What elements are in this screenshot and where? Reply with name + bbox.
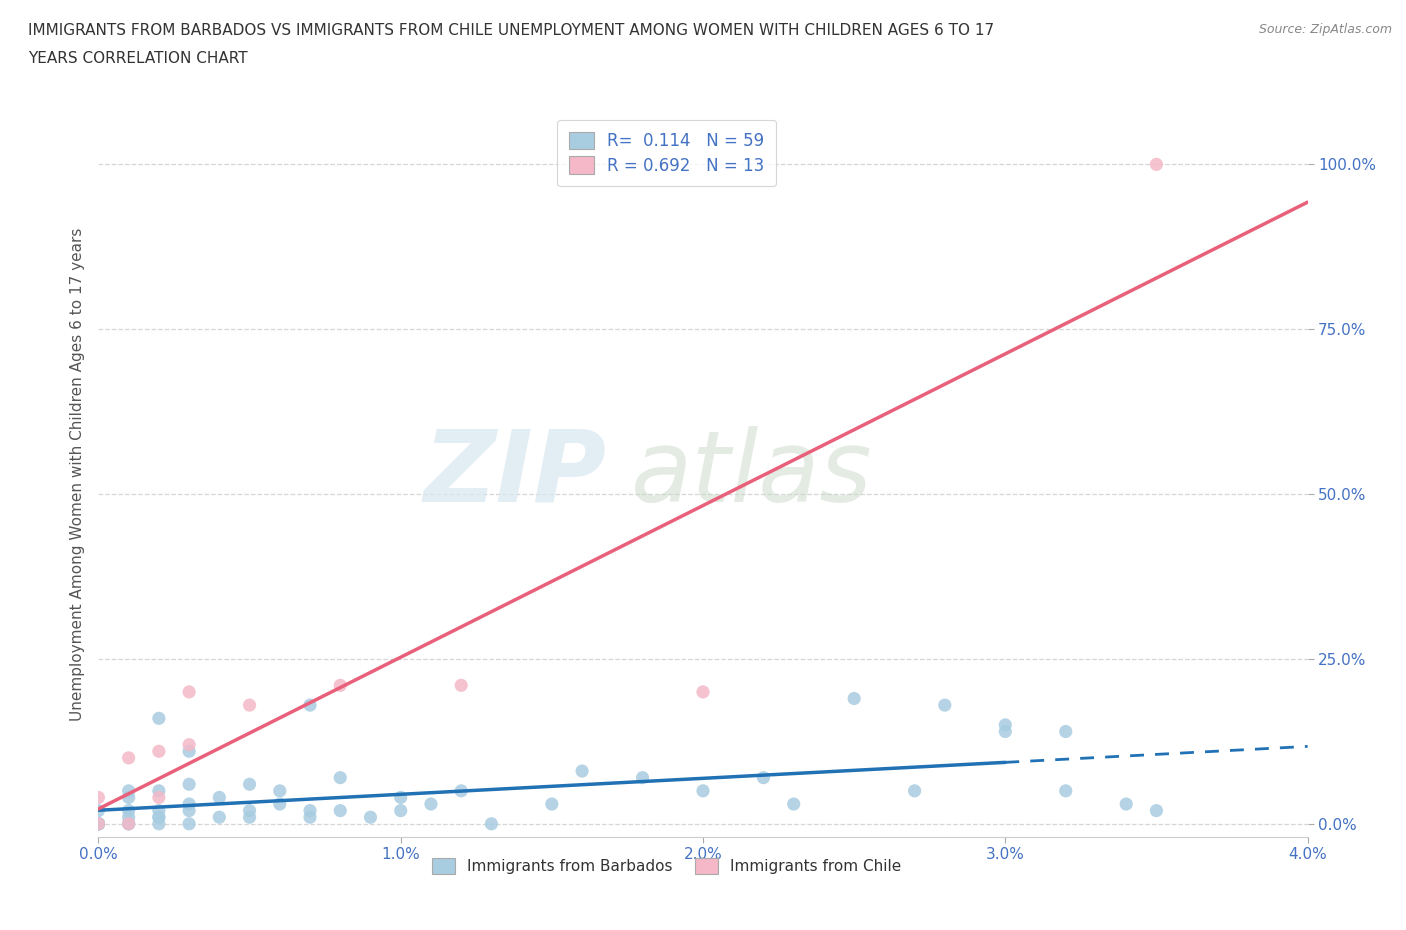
Point: [420, 797, 443, 812]
Point: [239, 698, 262, 712]
Point: [148, 744, 170, 759]
Point: [87, 804, 110, 818]
Point: [87, 817, 110, 831]
Point: [389, 790, 412, 804]
Point: [87, 817, 110, 831]
Point: [934, 698, 956, 712]
Text: YEARS CORRELATION CHART: YEARS CORRELATION CHART: [28, 51, 247, 66]
Point: [299, 810, 322, 825]
Point: [389, 804, 412, 818]
Point: [481, 817, 503, 831]
Point: [994, 724, 1017, 739]
Point: [118, 810, 141, 825]
Point: [208, 790, 231, 804]
Point: [87, 817, 110, 831]
Point: [1054, 783, 1077, 798]
Point: [179, 804, 201, 818]
Text: atlas: atlas: [630, 426, 872, 523]
Point: [269, 797, 291, 812]
Point: [329, 770, 352, 785]
Point: [87, 817, 110, 831]
Point: [87, 817, 110, 831]
Point: [692, 684, 714, 699]
Point: [148, 810, 170, 825]
Point: [148, 810, 170, 825]
Point: [783, 797, 806, 812]
Point: [148, 711, 170, 725]
Point: [329, 678, 352, 693]
Point: [299, 804, 322, 818]
Point: [148, 783, 170, 798]
Point: [87, 817, 110, 831]
Point: [631, 770, 654, 785]
Point: [148, 817, 170, 831]
Point: [844, 691, 866, 706]
Point: [179, 777, 201, 791]
Point: [1146, 804, 1168, 818]
Point: [692, 783, 714, 798]
Point: [87, 790, 110, 804]
Point: [179, 684, 201, 699]
Point: [994, 717, 1017, 732]
Point: [299, 698, 322, 712]
Point: [179, 744, 201, 759]
Point: [1115, 797, 1137, 812]
Point: [1146, 157, 1168, 172]
Point: [118, 751, 141, 765]
Point: [904, 783, 927, 798]
Point: [118, 783, 141, 798]
Point: [148, 790, 170, 804]
Point: [571, 764, 593, 778]
Legend: Immigrants from Barbados, Immigrants from Chile: Immigrants from Barbados, Immigrants fro…: [426, 852, 908, 880]
Point: [450, 783, 472, 798]
Point: [118, 790, 141, 804]
Point: [1054, 724, 1077, 739]
Point: [87, 817, 110, 831]
Point: [239, 804, 262, 818]
Point: [118, 817, 141, 831]
Point: [329, 804, 352, 818]
Point: [239, 777, 262, 791]
Point: [118, 817, 141, 831]
Text: Source: ZipAtlas.com: Source: ZipAtlas.com: [1258, 23, 1392, 36]
Point: [179, 737, 201, 752]
Point: [540, 797, 562, 812]
Point: [450, 678, 472, 693]
Point: [118, 804, 141, 818]
Point: [179, 817, 201, 831]
Text: IMMIGRANTS FROM BARBADOS VS IMMIGRANTS FROM CHILE UNEMPLOYMENT AMONG WOMEN WITH : IMMIGRANTS FROM BARBADOS VS IMMIGRANTS F…: [28, 23, 994, 38]
Point: [148, 804, 170, 818]
Point: [208, 810, 231, 825]
Point: [87, 817, 110, 831]
Point: [752, 770, 775, 785]
Point: [179, 797, 201, 812]
Text: ZIP: ZIP: [423, 426, 606, 523]
Point: [118, 817, 141, 831]
Point: [87, 817, 110, 831]
Y-axis label: Unemployment Among Women with Children Ages 6 to 17 years: Unemployment Among Women with Children A…: [69, 228, 84, 721]
Point: [239, 810, 262, 825]
Point: [269, 783, 291, 798]
Point: [360, 810, 382, 825]
